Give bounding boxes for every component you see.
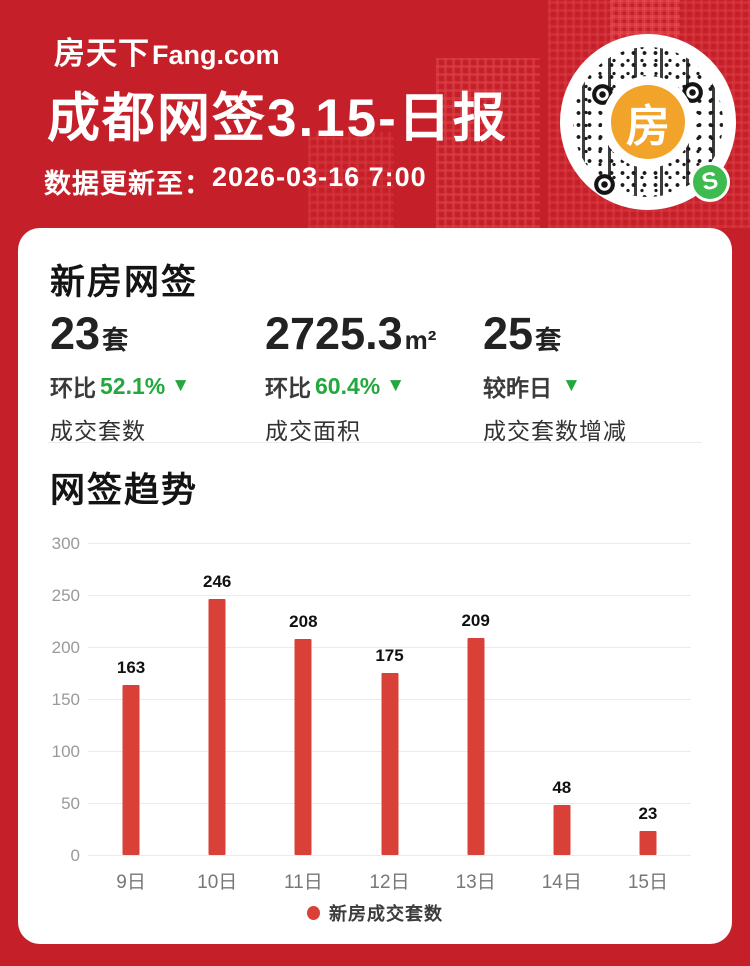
stat-value: 2725.3 <box>265 308 403 359</box>
qr-finder-icon <box>592 84 613 105</box>
stat-unit: 套 <box>102 325 129 355</box>
section-divider <box>48 442 702 443</box>
stat-value: 25 <box>483 308 534 359</box>
stat-delta: 环比 60.4% ▼ <box>265 369 436 403</box>
delta-label: 较昨日 <box>483 375 552 401</box>
gridline <box>88 647 691 648</box>
bar-value-label: 246 <box>203 572 232 591</box>
y-axis-tick-label: 0 <box>70 846 80 865</box>
gridline <box>88 595 691 596</box>
y-axis-tick-label: 300 <box>51 534 80 553</box>
wechat-badge-glyph: S <box>699 166 721 197</box>
chart-bar <box>208 599 226 855</box>
x-axis-category-label: 10日 <box>197 872 238 893</box>
delta-label: 环比 <box>50 375 96 401</box>
fang-logo: 房天下 Fang.com <box>54 28 280 73</box>
qr-finder-icon <box>682 82 703 103</box>
y-axis-tick-label: 250 <box>51 586 80 605</box>
stat-area: 2725.3 m² 环比 60.4% ▼ 成交面积 <box>265 308 436 446</box>
stat-delta: 环比 52.1% ▼ <box>50 369 190 403</box>
y-axis-tick-label: 150 <box>51 690 80 709</box>
bar-chart-plot: 0 50 100 150 200 250 300 163 9日 246 10日 208 11日 175 12… <box>52 535 691 893</box>
update-label: 数据更新至： <box>44 169 212 199</box>
down-triangle-icon: ▼ <box>171 375 191 396</box>
x-axis-category-label: 9日 <box>116 872 146 893</box>
stat-units: 23 套 环比 52.1% ▼ 成交套数 <box>50 308 190 446</box>
stat-number: 2725.3 m² <box>265 308 436 360</box>
update-time: 2026-03-16 7:00 <box>212 162 427 192</box>
wechat-badge-icon: S <box>690 162 730 202</box>
section-title-new-home: 新房网签 <box>50 263 199 302</box>
section-title-trend: 网签趋势 <box>50 471 199 510</box>
stat-value: 23 <box>50 308 101 359</box>
chart-bar <box>294 639 312 855</box>
down-triangle-icon: ▼ <box>562 375 581 396</box>
delta-value: 60.4% <box>315 372 381 399</box>
chart-bar <box>381 673 398 855</box>
building-texture <box>436 58 540 228</box>
bar-value-label: 48 <box>552 778 572 797</box>
stat-number: 25 套 <box>483 308 627 360</box>
chart-bar <box>467 638 485 855</box>
content-card: 新房网签 23 套 环比 52.1% ▼ 成交套数 2725.3 m² 环比 6… <box>18 228 732 944</box>
qr-code: 房 S <box>560 34 736 210</box>
legend-dot-icon <box>307 906 320 920</box>
stat-change: 25 套 较昨日 ▼ 成交套数增减 <box>483 308 627 446</box>
chart-legend: 新房成交套数 <box>18 900 732 926</box>
qr-center-logo: 房 <box>611 85 685 159</box>
x-axis-category-label: 12日 <box>369 872 410 893</box>
y-axis-tick-label: 50 <box>61 794 80 813</box>
gridline <box>88 543 691 544</box>
update-time-row: 数据更新至： 2026-03-16 7:00 <box>44 162 427 201</box>
bar-value-label: 23 <box>638 804 658 823</box>
chart-bar <box>639 831 657 855</box>
x-axis-category-label: 15日 <box>627 872 668 893</box>
x-axis-category-label: 14日 <box>541 872 582 893</box>
building-texture <box>308 132 394 228</box>
stat-number: 23 套 <box>50 308 190 360</box>
delta-value: 52.1% <box>100 372 166 399</box>
stat-unit: 套 <box>535 325 562 355</box>
logo-en-text: Fang.com <box>152 40 280 70</box>
chart-bar <box>553 805 571 855</box>
stat-unit: m² <box>404 325 437 355</box>
legend-label: 新房成交套数 <box>329 904 443 924</box>
stat-caption: 成交面积 <box>265 418 361 444</box>
y-axis-tick-label: 100 <box>51 742 80 761</box>
gridline <box>88 855 691 856</box>
chart-bar <box>122 685 140 855</box>
logo-cn-text: 房天下 <box>54 36 150 71</box>
qr-center-char: 房 <box>626 102 670 151</box>
x-axis-category-label: 13日 <box>455 872 496 893</box>
stat-caption: 成交套数 <box>50 418 146 444</box>
report-header: 房天下 Fang.com 成都网签3.15-日报 数据更新至： 2026-03-… <box>0 0 750 228</box>
stat-caption: 成交套数增减 <box>483 418 627 444</box>
bar-value-label: 175 <box>375 646 404 665</box>
qr-finder-icon <box>594 174 615 195</box>
bar-value-label: 208 <box>289 612 318 631</box>
x-axis-category-label: 11日 <box>283 872 323 893</box>
delta-label: 环比 <box>265 375 311 401</box>
bar-value-label: 163 <box>116 658 146 677</box>
bar-value-label: 209 <box>461 611 490 630</box>
page-title: 成都网签3.15-日报 <box>47 89 508 148</box>
down-triangle-icon: ▼ <box>386 375 406 396</box>
stat-delta: 较昨日 ▼ <box>483 369 627 403</box>
y-axis-tick-label: 200 <box>51 638 80 657</box>
